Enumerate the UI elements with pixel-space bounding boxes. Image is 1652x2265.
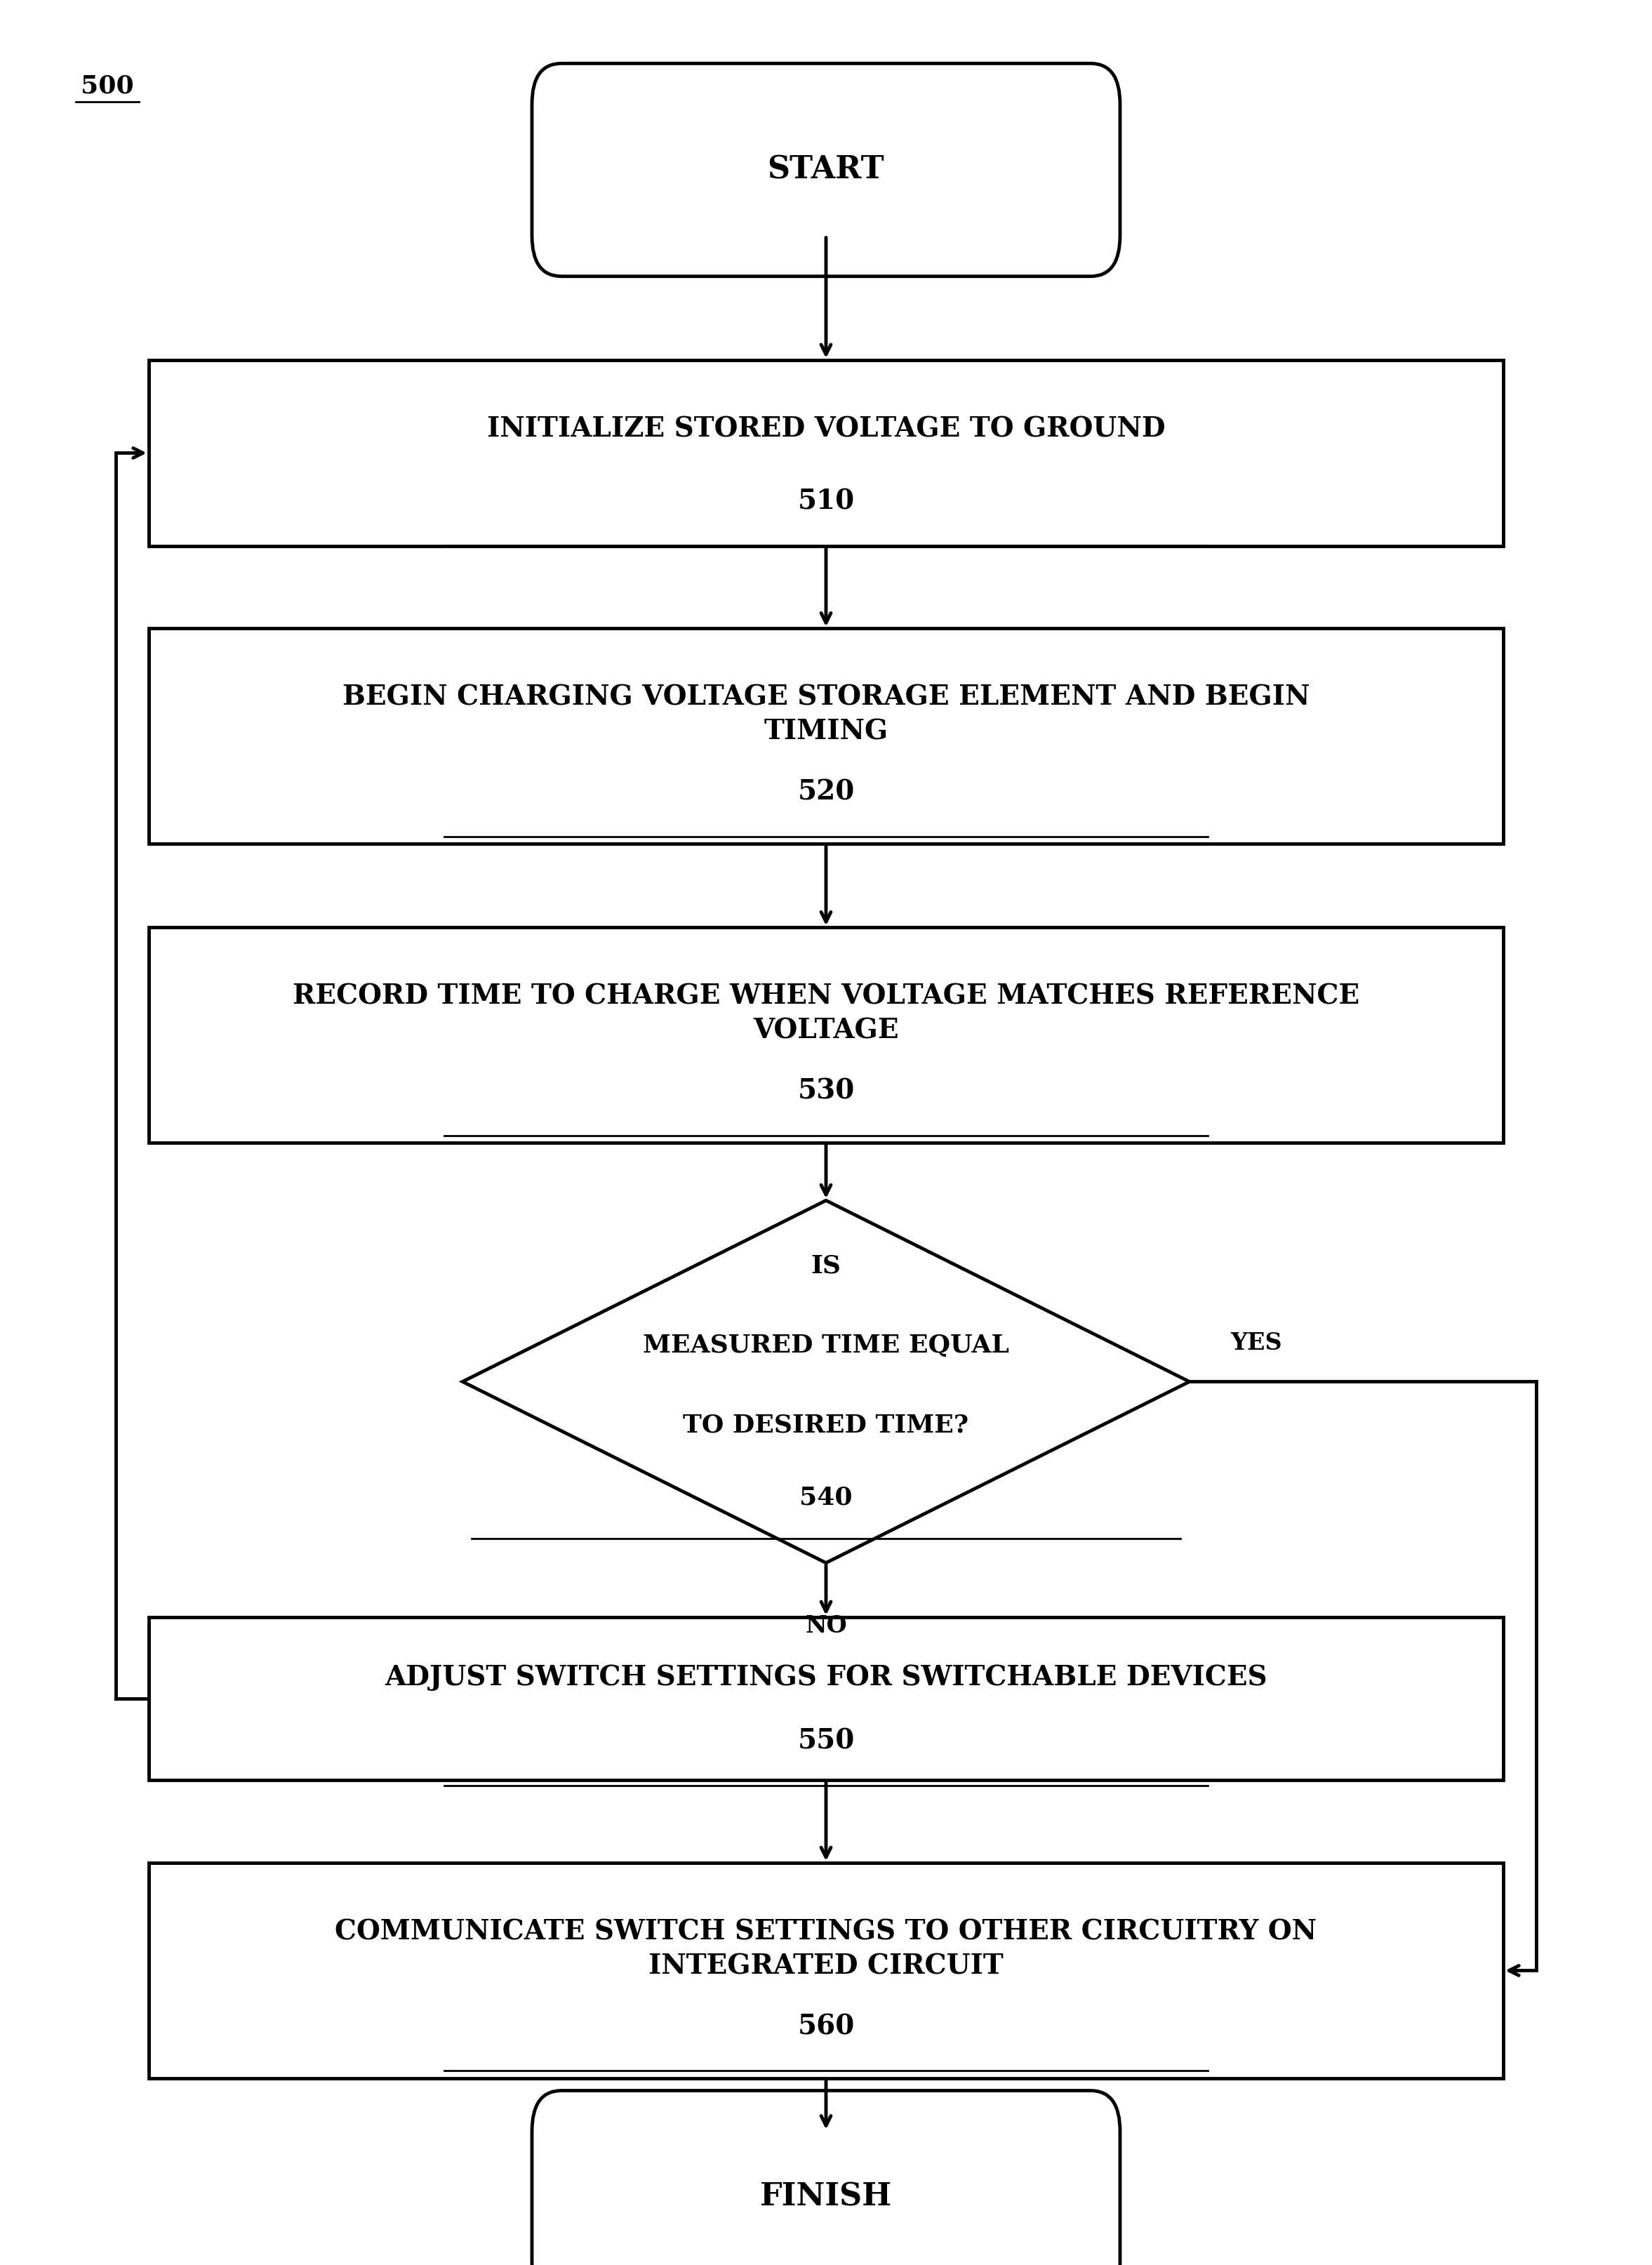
- Bar: [149, 1617, 1503, 1780]
- Text: INITIALIZE STORED VOLTAGE TO GROUND: INITIALIZE STORED VOLTAGE TO GROUND: [487, 414, 1165, 442]
- Bar: [149, 1862, 1503, 2079]
- Text: ADJUST SWITCH SETTINGS FOR SWITCHABLE DEVICES: ADJUST SWITCH SETTINGS FOR SWITCHABLE DE…: [385, 1665, 1267, 1692]
- FancyBboxPatch shape: [532, 2091, 1120, 2265]
- Text: NO: NO: [805, 1615, 847, 1638]
- Text: YES: YES: [1231, 1332, 1282, 1354]
- FancyBboxPatch shape: [532, 63, 1120, 276]
- Text: TO DESIRED TIME?: TO DESIRED TIME?: [684, 1413, 968, 1436]
- Text: 500: 500: [81, 75, 134, 97]
- Text: 540: 540: [800, 1486, 852, 1508]
- Text: COMMUNICATE SWITCH SETTINGS TO OTHER CIRCUITRY ON: COMMUNICATE SWITCH SETTINGS TO OTHER CIR…: [335, 1918, 1317, 1946]
- Text: BEGIN CHARGING VOLTAGE STORAGE ELEMENT AND BEGIN: BEGIN CHARGING VOLTAGE STORAGE ELEMENT A…: [342, 684, 1310, 711]
- Text: 520: 520: [798, 779, 854, 806]
- Polygon shape: [463, 1200, 1189, 1563]
- Bar: [149, 360, 1503, 546]
- Bar: [149, 627, 1503, 843]
- Text: MEASURED TIME EQUAL: MEASURED TIME EQUAL: [643, 1334, 1009, 1357]
- Text: 510: 510: [798, 487, 854, 514]
- Text: INTEGRATED CIRCUIT: INTEGRATED CIRCUIT: [649, 1952, 1003, 1980]
- Text: FINISH: FINISH: [760, 2181, 892, 2213]
- Text: 550: 550: [798, 1728, 854, 1755]
- Text: IS: IS: [811, 1255, 841, 1277]
- Text: START: START: [768, 154, 884, 186]
- Text: VOLTAGE: VOLTAGE: [753, 1017, 899, 1044]
- Text: TIMING: TIMING: [763, 718, 889, 745]
- Bar: [149, 929, 1503, 1142]
- Text: 530: 530: [798, 1078, 854, 1105]
- Text: RECORD TIME TO CHARGE WHEN VOLTAGE MATCHES REFERENCE: RECORD TIME TO CHARGE WHEN VOLTAGE MATCH…: [292, 983, 1360, 1010]
- Text: 560: 560: [798, 2014, 854, 2041]
